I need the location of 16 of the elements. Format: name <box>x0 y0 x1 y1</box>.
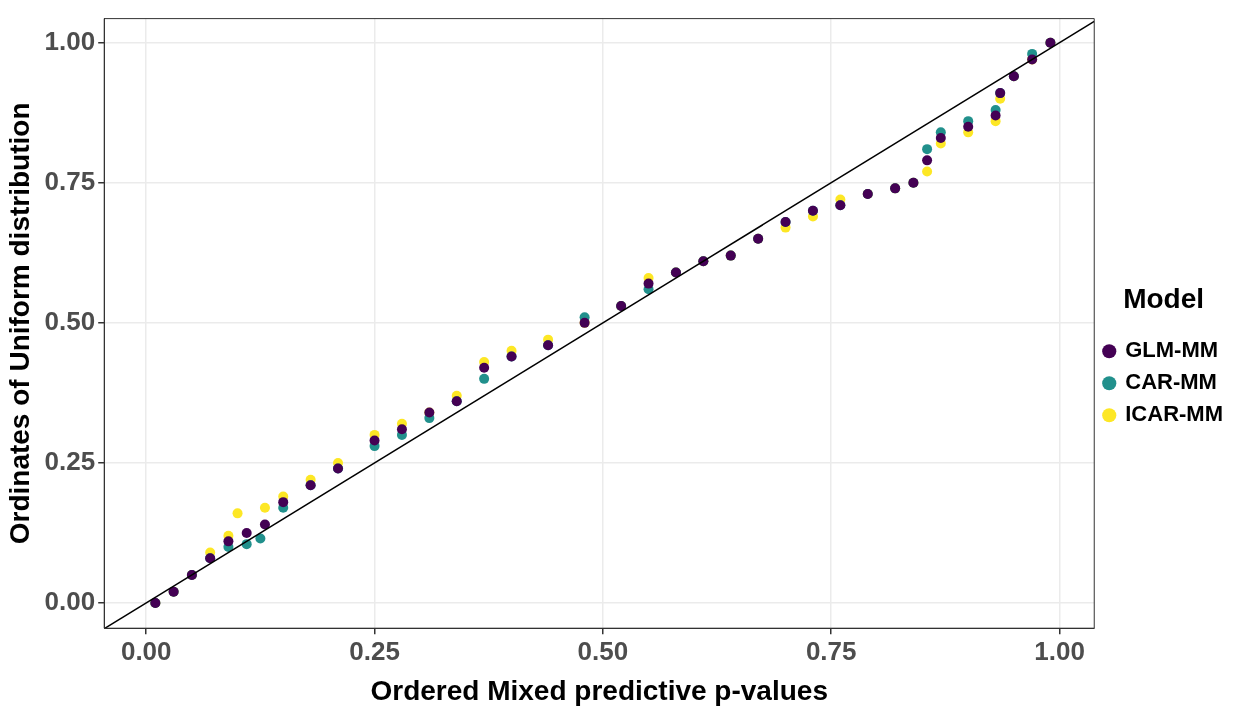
x-tick-label: 0.00 <box>120 635 172 666</box>
y-tick-label: 0.50 <box>44 306 96 337</box>
legend-label: GLM-MM <box>1125 337 1219 363</box>
x-tick-label: 0.25 <box>349 635 400 666</box>
y-axis-title: Ordinates of Uniform distribution <box>3 102 35 545</box>
x-tick-label: 0.75 <box>805 635 857 666</box>
y-tick-label: 1.00 <box>44 25 96 56</box>
y-tick-label: 0.25 <box>44 446 96 477</box>
x-tick-label: 1.00 <box>1034 635 1085 666</box>
y-tick-label: 0.75 <box>44 165 96 196</box>
x-axis-title: Ordered Mixed predictive p-values <box>370 674 828 706</box>
legend-title: Model <box>1123 283 1205 315</box>
legend-label: CAR-MM <box>1125 369 1217 395</box>
y-tick-label: 0.00 <box>44 586 96 617</box>
x-tick-label: 0.50 <box>577 635 629 666</box>
legend-label: ICAR-MM <box>1125 401 1224 427</box>
